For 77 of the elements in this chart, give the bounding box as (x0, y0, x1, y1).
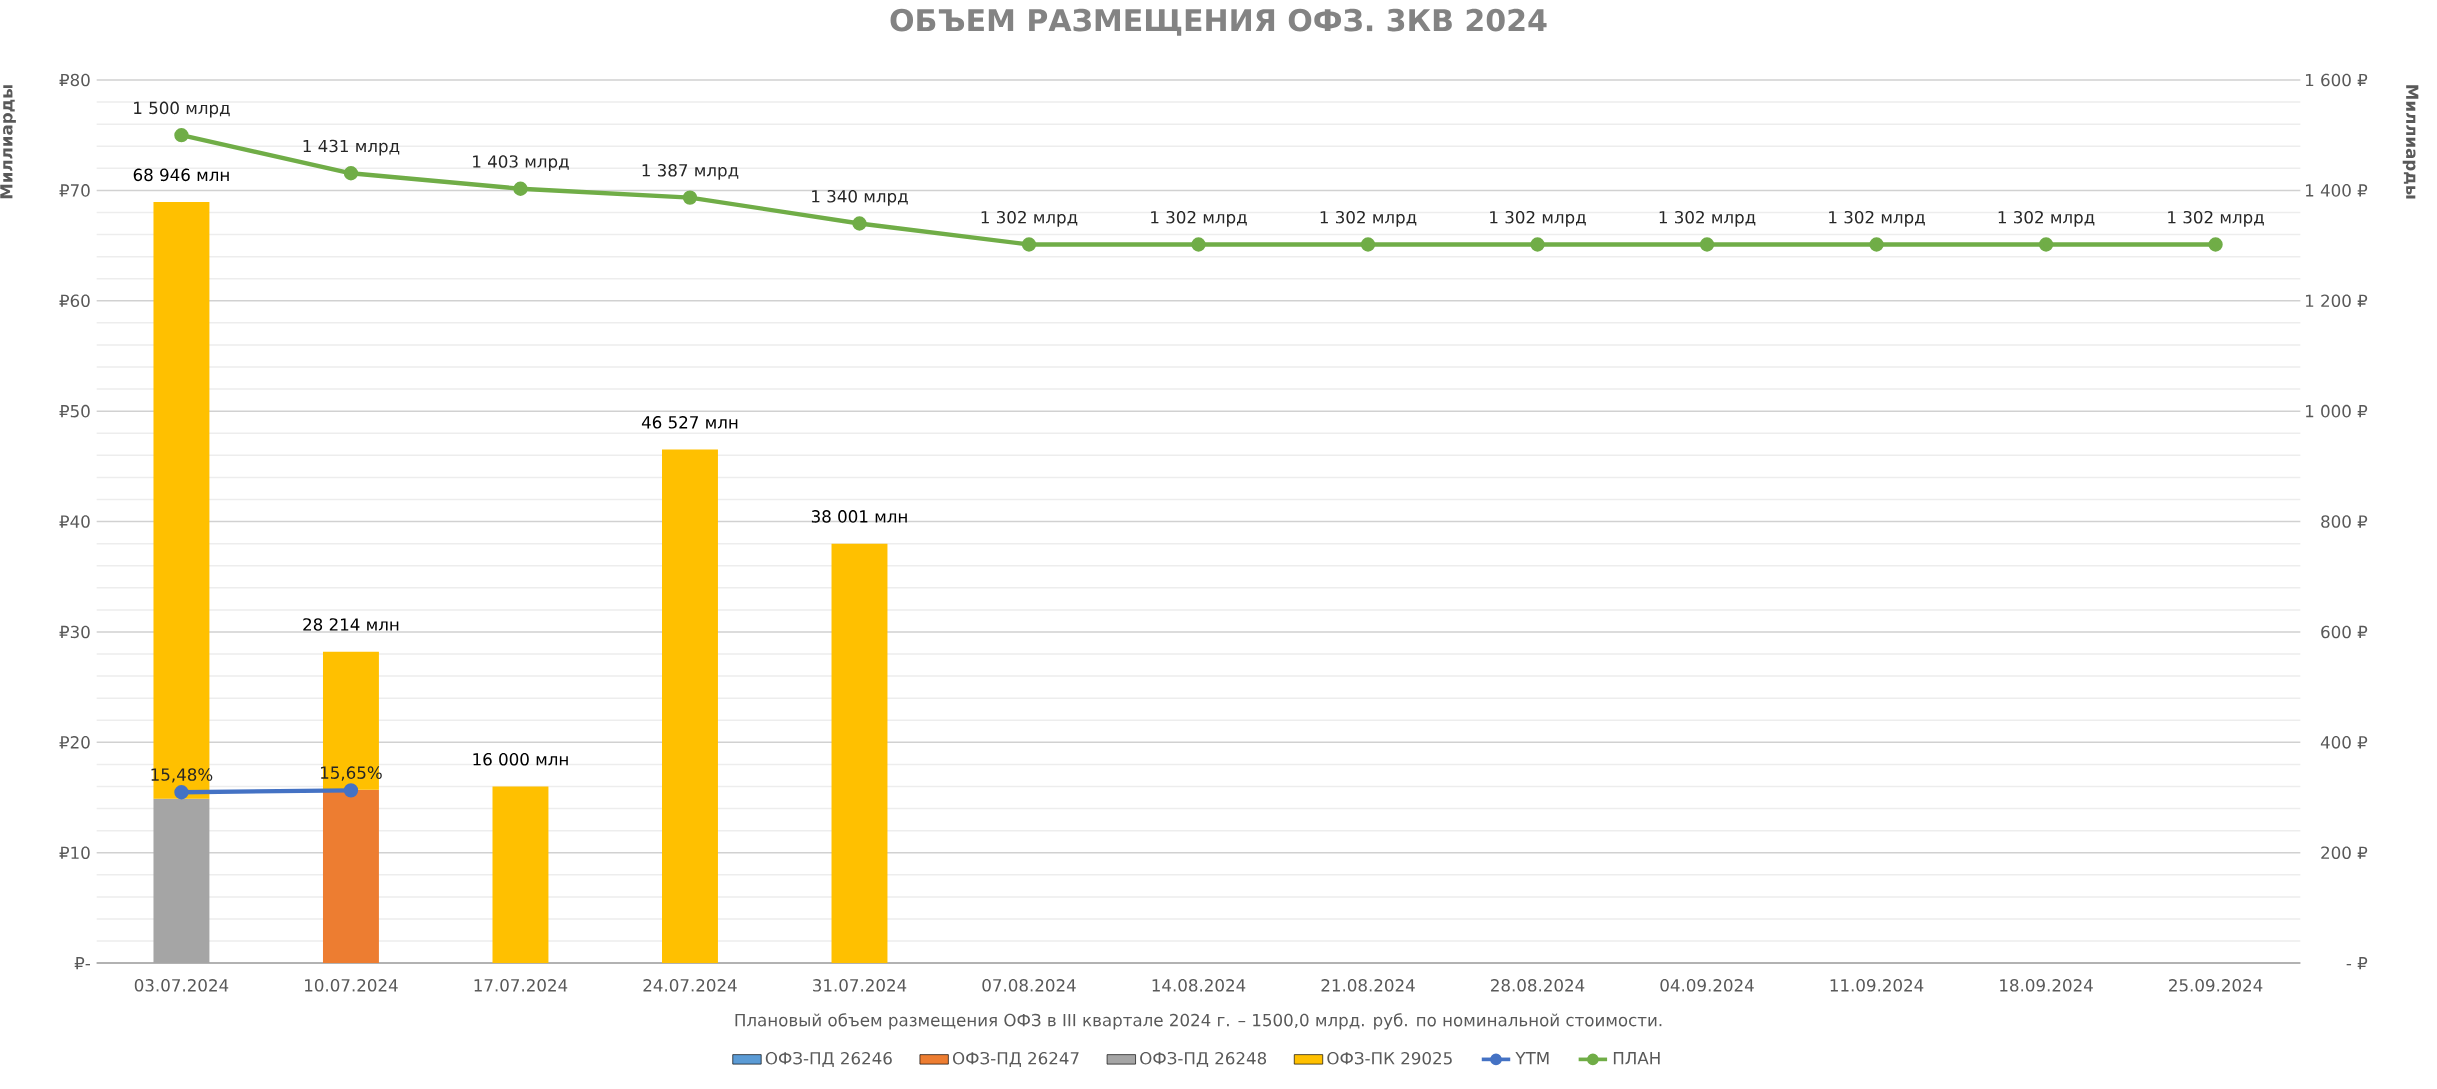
data-label: 1 302 млрд (2168, 210, 2264, 227)
point (1360, 237, 1376, 252)
legend-label: ОФЗ-ПД 26248 (1140, 1051, 1267, 1067)
y-tick-label: ₽70 (59, 184, 90, 197)
total-label: 16 000 млн (473, 752, 568, 766)
x-tick-label: 17.07.2024 (474, 978, 568, 992)
y-tick-label: ₽80 (59, 73, 90, 87)
legend-label: YTM (1515, 1051, 1549, 1065)
x-axis-title: Плановый объем размещения ОФЗ в III квартале 2024 г. – 1500,0 млрд. руб. по номинальной стоимости. (735, 1013, 1662, 1030)
legend-label: ОФЗ-ПК 29025 (1327, 1051, 1452, 1065)
point (1869, 237, 1884, 252)
bar (492, 786, 549, 964)
x-tick-label: 03.07.2024 (134, 978, 229, 992)
bar (153, 798, 210, 964)
total-label: 46 527 млн (641, 415, 738, 429)
data-label: 1 302 млрд (1659, 210, 1756, 227)
point (1530, 237, 1545, 252)
data-label: 1 302 млрд (1151, 210, 1247, 227)
point (1021, 237, 1037, 252)
y2-tick-label: 1 600 ₽ (2305, 73, 2368, 87)
x-tick-label: 04.09.2024 (1660, 978, 1754, 992)
point (1191, 237, 1206, 252)
y2-tick-label: 1 400 ₽ (2305, 184, 2368, 197)
legend-label: ОФЗ-ПД 26246 (765, 1051, 892, 1067)
chart-title: ОБЪЕМ РАЗМЕЩЕНИЯ ОФЗ. 3КВ 2024 (890, 8, 1547, 36)
data-label: 1 302 млрд (1829, 210, 1925, 227)
y-tick-label: ₽10 (59, 846, 90, 859)
total-label: 68 946 млн (133, 168, 229, 182)
data-label: 1 302 млрд (981, 210, 1078, 227)
x-tick-label: 18.09.2024 (2000, 978, 2093, 992)
y-tick-label: ₽40 (59, 515, 90, 528)
x-tick-label: 21.08.2024 (1321, 978, 1415, 992)
x-tick-label: 14.08.2024 (1152, 978, 1246, 992)
y2-tick-label: 400 ₽ (2320, 735, 2368, 749)
y2-tick-label: 600 ₽ (2321, 625, 2368, 639)
x-tick-label: 11.09.2024 (1830, 978, 1924, 992)
bar (322, 789, 379, 964)
y2-tick-label: - ₽ (2346, 956, 2368, 970)
y2-tick-label: 200 ₽ (2321, 846, 2368, 859)
y2-tick-label: 1 000 ₽ (2305, 404, 2368, 418)
x-tick-label: 10.07.2024 (305, 978, 398, 992)
legend-label: ОФЗ-ПД 26247 (952, 1051, 1079, 1067)
point (682, 190, 698, 205)
data-label: 1 302 млрд (1320, 210, 1417, 227)
y-tick-label: ₽30 (59, 625, 90, 639)
y2-tick-label: 1 200 ₽ (2305, 294, 2368, 308)
y-tick-label: ₽- (74, 956, 90, 970)
y2-tick-label: 800 ₽ (2321, 515, 2368, 528)
point (852, 216, 867, 231)
y2-axis-title: Миллиарды (2402, 85, 2419, 199)
y-axis-title: Миллиарды (0, 85, 16, 199)
y-tick-label: ₽50 (59, 404, 90, 418)
legend-label: ПЛАН (1613, 1051, 1660, 1065)
data-label: 1 500 млрд (134, 101, 230, 118)
x-tick-label: 07.08.2024 (982, 978, 1076, 992)
point (174, 127, 189, 143)
x-tick-label: 25.09.2024 (2169, 978, 2263, 992)
x-tick-label: 31.07.2024 (813, 978, 907, 992)
y-tick-label: ₽20 (59, 735, 90, 749)
data-label: 1 302 млрд (1490, 210, 1586, 227)
data-label: 1 387 млрд (642, 163, 739, 180)
data-label: 1 302 млрд (1998, 210, 2095, 227)
data-label: 1 403 млрд (473, 155, 569, 171)
bar (831, 543, 888, 964)
point (343, 166, 359, 181)
point (1699, 237, 1715, 252)
data-label: 1 340 млрд (812, 189, 908, 206)
total-label: 28 214 млн (303, 618, 399, 631)
total-label: 38 001 млн (811, 510, 907, 523)
point (2208, 237, 2223, 252)
x-tick-label: 28.08.2024 (1491, 978, 1585, 992)
y-tick-label: ₽60 (59, 294, 90, 308)
point (513, 181, 528, 196)
data-label: 1 431 млрд (303, 139, 400, 156)
point (2038, 237, 2054, 252)
x-tick-label: 24.07.2024 (643, 978, 737, 992)
bar (662, 449, 718, 964)
